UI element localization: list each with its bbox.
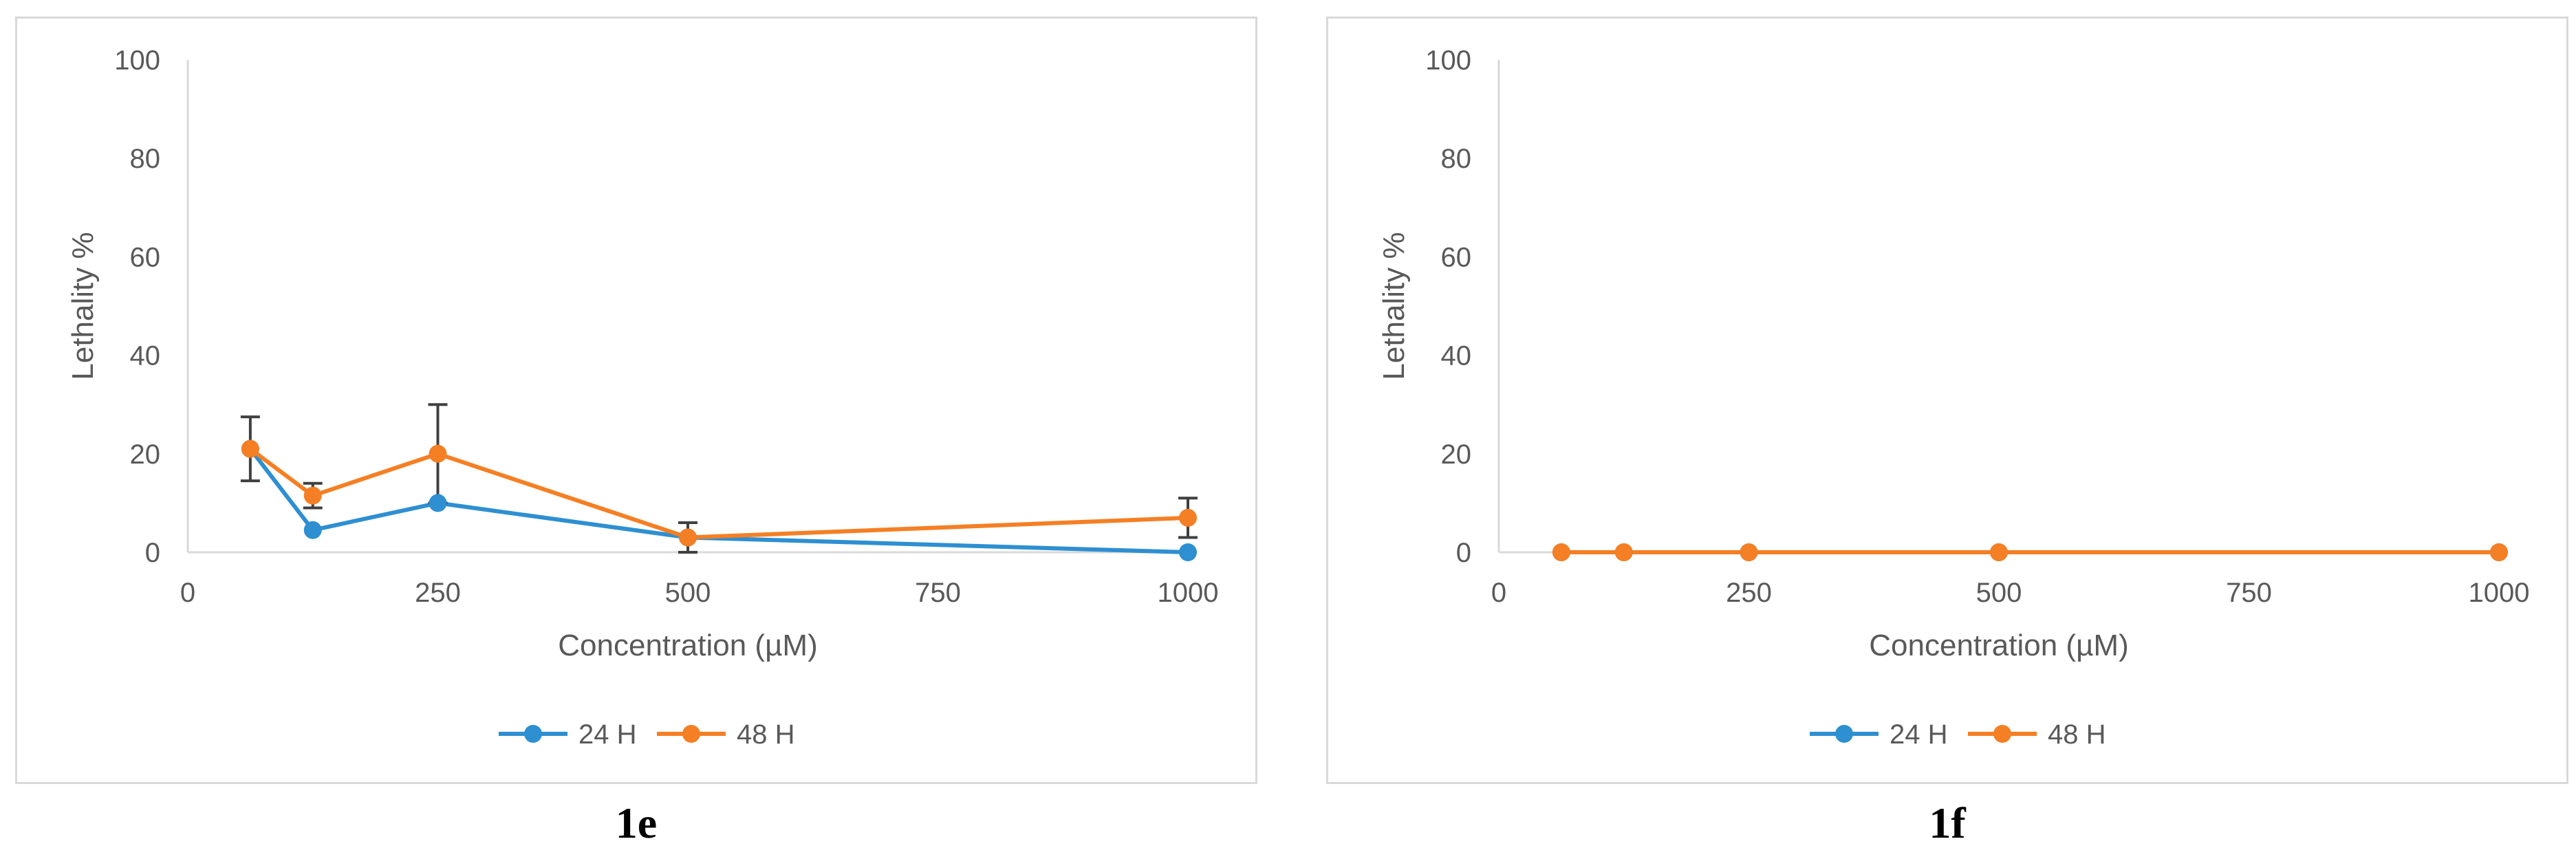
panel-label-1f: 1f [1929, 798, 1966, 847]
panel-label-1e: 1e [615, 798, 658, 847]
data-point-series-1 [1552, 543, 1570, 561]
y-tick-label: 80 [130, 144, 161, 174]
y-tick-label: 100 [114, 45, 160, 76]
x-tick-label: 0 [1491, 578, 1506, 608]
x-tick-label: 250 [1726, 578, 1772, 608]
x-axis-title: Concentration (µM) [1869, 629, 2128, 662]
data-point-series-0 [1179, 543, 1197, 561]
series-line-1 [249, 447, 1189, 540]
data-point-series-1 [429, 444, 447, 463]
x-tick-label: 1000 [2469, 578, 2530, 608]
x-tick-label: 750 [2226, 578, 2272, 608]
data-point-series-0 [303, 521, 322, 539]
y-tick-label: 0 [1456, 538, 1471, 568]
chart-panel-1e: 0 20 40 60 80 100 0 250 500 750 1000 Concentration … [15, 17, 1257, 784]
y-tick-label: 60 [130, 242, 161, 272]
data-point-series-1 [1614, 543, 1633, 561]
y-tick-label: 20 [1441, 439, 1472, 470]
x-tick-label: 1000 [1158, 578, 1219, 608]
legend-swatch-marker [524, 725, 542, 743]
y-tick-label: 0 [145, 538, 160, 568]
x-tick-label: 500 [665, 578, 711, 608]
x-tick-label: 250 [415, 578, 461, 608]
y-axis-title: Lethality % [66, 232, 100, 380]
data-point-series-1 [2490, 543, 2508, 561]
y-tick-label: 40 [1441, 341, 1472, 371]
data-point-series-0 [429, 494, 447, 512]
y-tick-label: 80 [1441, 144, 1472, 174]
legend-label: 24 H [1890, 719, 1948, 750]
x-axis-title: Concentration (µM) [558, 629, 817, 662]
y-tick-label: 60 [1441, 242, 1472, 272]
x-tick-label: 750 [915, 578, 961, 608]
y-tick-label: 40 [130, 341, 161, 371]
y-axis-title: Lethality % [1377, 232, 1411, 380]
data-point-series-1 [1740, 543, 1758, 561]
legend-swatch-marker [682, 725, 700, 743]
data-point-series-1 [303, 486, 322, 505]
legend-swatch-marker [1993, 725, 2011, 743]
chart-panel-1f: 0 20 40 60 80 100 0 250 500 750 1000 Concentration … [1326, 17, 2568, 784]
y-tick-label: 20 [130, 439, 161, 470]
data-point-series-1 [1179, 508, 1197, 527]
data-point-series-1 [1990, 543, 2008, 561]
x-tick-label: 500 [1976, 578, 2022, 608]
legend-label: 48 H [2048, 719, 2106, 750]
legend-swatch-marker [1835, 725, 1853, 743]
legend-label: 48 H [737, 719, 795, 750]
legend-label: 24 H [578, 719, 637, 750]
x-tick-label: 0 [180, 578, 195, 608]
data-point-series-1 [679, 528, 697, 547]
data-point-series-1 [241, 439, 259, 458]
y-tick-label: 100 [1425, 45, 1471, 76]
